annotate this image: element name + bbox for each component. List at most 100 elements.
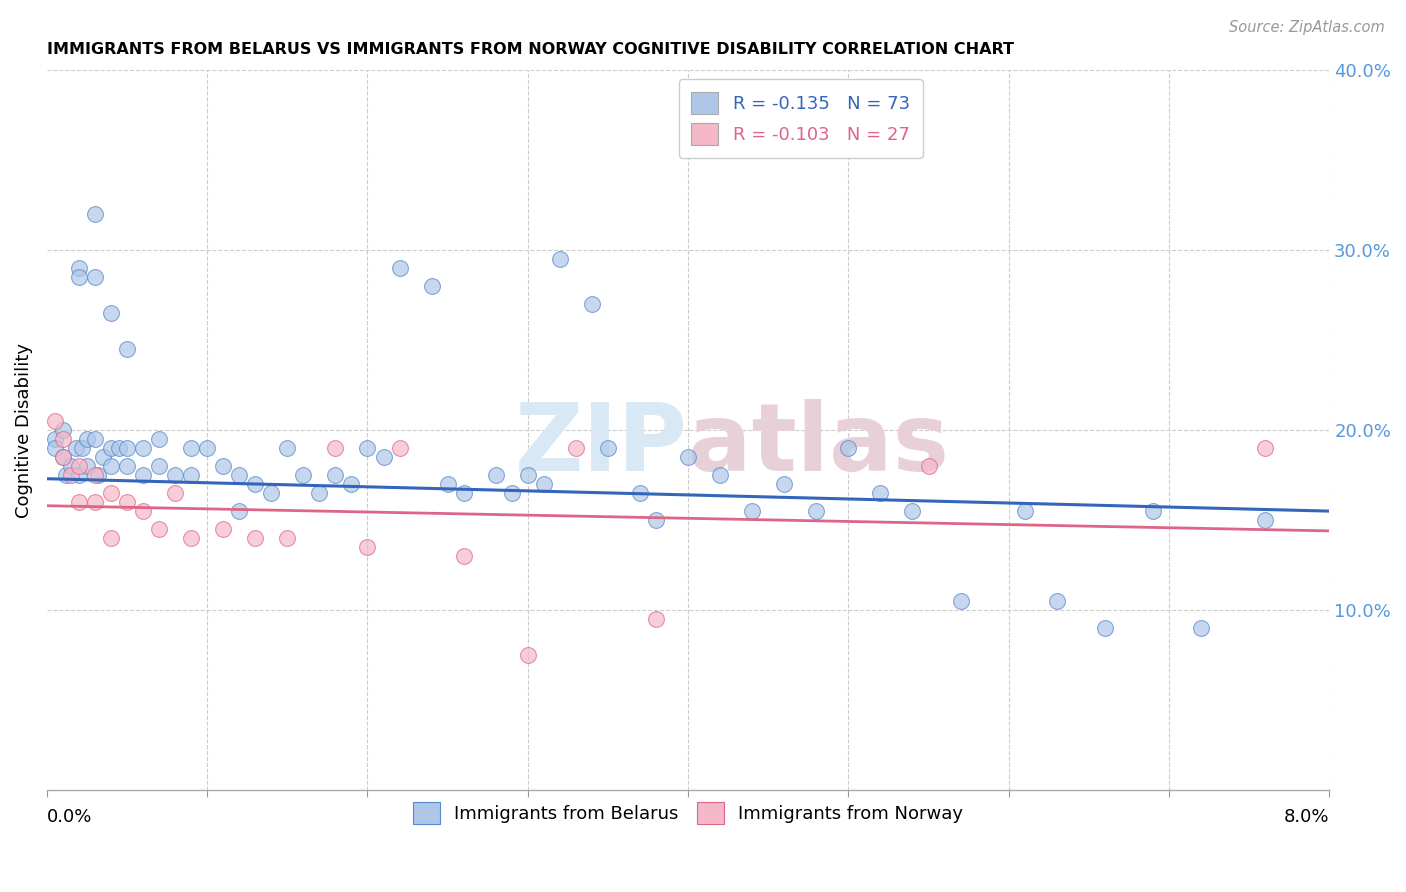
Point — [165, 468, 187, 483]
Point — [356, 540, 378, 554]
Point — [1014, 504, 1036, 518]
Point — [308, 486, 330, 500]
Point — [44, 441, 66, 455]
Point — [100, 441, 122, 455]
Point — [44, 414, 66, 428]
Point — [596, 441, 619, 455]
Text: IMMIGRANTS FROM BELARUS VS IMMIGRANTS FROM NORWAY COGNITIVE DISABILITY CORRELATI: IMMIGRANTS FROM BELARUS VS IMMIGRANTS FR… — [46, 42, 1014, 57]
Point — [67, 468, 90, 483]
Point — [52, 423, 75, 437]
Point — [245, 477, 267, 491]
Point — [52, 450, 75, 465]
Point — [115, 459, 138, 474]
Point — [44, 432, 66, 446]
Point — [1254, 513, 1277, 527]
Point — [1189, 621, 1212, 635]
Point — [548, 252, 571, 267]
Point — [76, 459, 98, 474]
Point — [325, 468, 347, 483]
Text: ZIP: ZIP — [515, 399, 688, 491]
Point — [453, 549, 475, 563]
Point — [180, 468, 202, 483]
Point — [228, 504, 250, 518]
Text: 0.0%: 0.0% — [46, 808, 93, 826]
Point — [52, 432, 75, 446]
Point — [949, 594, 972, 608]
Point — [741, 504, 763, 518]
Point — [115, 343, 138, 357]
Point — [837, 441, 859, 455]
Point — [436, 477, 458, 491]
Point — [84, 495, 107, 509]
Point — [132, 504, 155, 518]
Point — [212, 522, 235, 536]
Point — [67, 261, 90, 276]
Point — [55, 468, 77, 483]
Point — [1142, 504, 1164, 518]
Text: atlas: atlas — [688, 399, 949, 491]
Point — [388, 261, 411, 276]
Point — [628, 486, 651, 500]
Point — [806, 504, 828, 518]
Point — [501, 486, 523, 500]
Point — [100, 486, 122, 500]
Point — [645, 612, 668, 626]
Point — [91, 450, 114, 465]
Point — [67, 459, 90, 474]
Point — [65, 441, 87, 455]
Point — [676, 450, 699, 465]
Point — [67, 270, 90, 285]
Point — [260, 486, 283, 500]
Point — [420, 279, 443, 293]
Point — [165, 486, 187, 500]
Point — [1254, 441, 1277, 455]
Point — [773, 477, 796, 491]
Legend: Immigrants from Belarus, Immigrants from Norway: Immigrants from Belarus, Immigrants from… — [402, 791, 974, 835]
Point — [148, 522, 170, 536]
Point — [340, 477, 363, 491]
Point — [100, 459, 122, 474]
Point — [901, 504, 924, 518]
Point — [453, 486, 475, 500]
Point — [148, 459, 170, 474]
Point — [292, 468, 315, 483]
Point — [148, 432, 170, 446]
Point — [388, 441, 411, 455]
Point — [516, 468, 538, 483]
Point — [84, 270, 107, 285]
Point — [195, 441, 218, 455]
Point — [373, 450, 395, 465]
Point — [84, 468, 107, 483]
Point — [87, 468, 110, 483]
Point — [212, 459, 235, 474]
Point — [132, 468, 155, 483]
Point — [108, 441, 131, 455]
Point — [180, 441, 202, 455]
Point — [276, 531, 298, 545]
Point — [869, 486, 891, 500]
Point — [709, 468, 731, 483]
Point — [228, 468, 250, 483]
Point — [59, 468, 82, 483]
Point — [84, 207, 107, 221]
Text: 8.0%: 8.0% — [1284, 808, 1329, 826]
Point — [70, 441, 93, 455]
Point — [59, 459, 82, 474]
Point — [533, 477, 555, 491]
Point — [565, 441, 588, 455]
Point — [356, 441, 378, 455]
Point — [516, 648, 538, 662]
Text: Source: ZipAtlas.com: Source: ZipAtlas.com — [1229, 20, 1385, 35]
Y-axis label: Cognitive Disability: Cognitive Disability — [15, 343, 32, 517]
Point — [67, 495, 90, 509]
Point — [76, 432, 98, 446]
Point — [100, 531, 122, 545]
Point — [115, 495, 138, 509]
Point — [52, 450, 75, 465]
Point — [115, 441, 138, 455]
Point — [100, 306, 122, 320]
Point — [276, 441, 298, 455]
Point — [645, 513, 668, 527]
Point — [1094, 621, 1116, 635]
Point — [325, 441, 347, 455]
